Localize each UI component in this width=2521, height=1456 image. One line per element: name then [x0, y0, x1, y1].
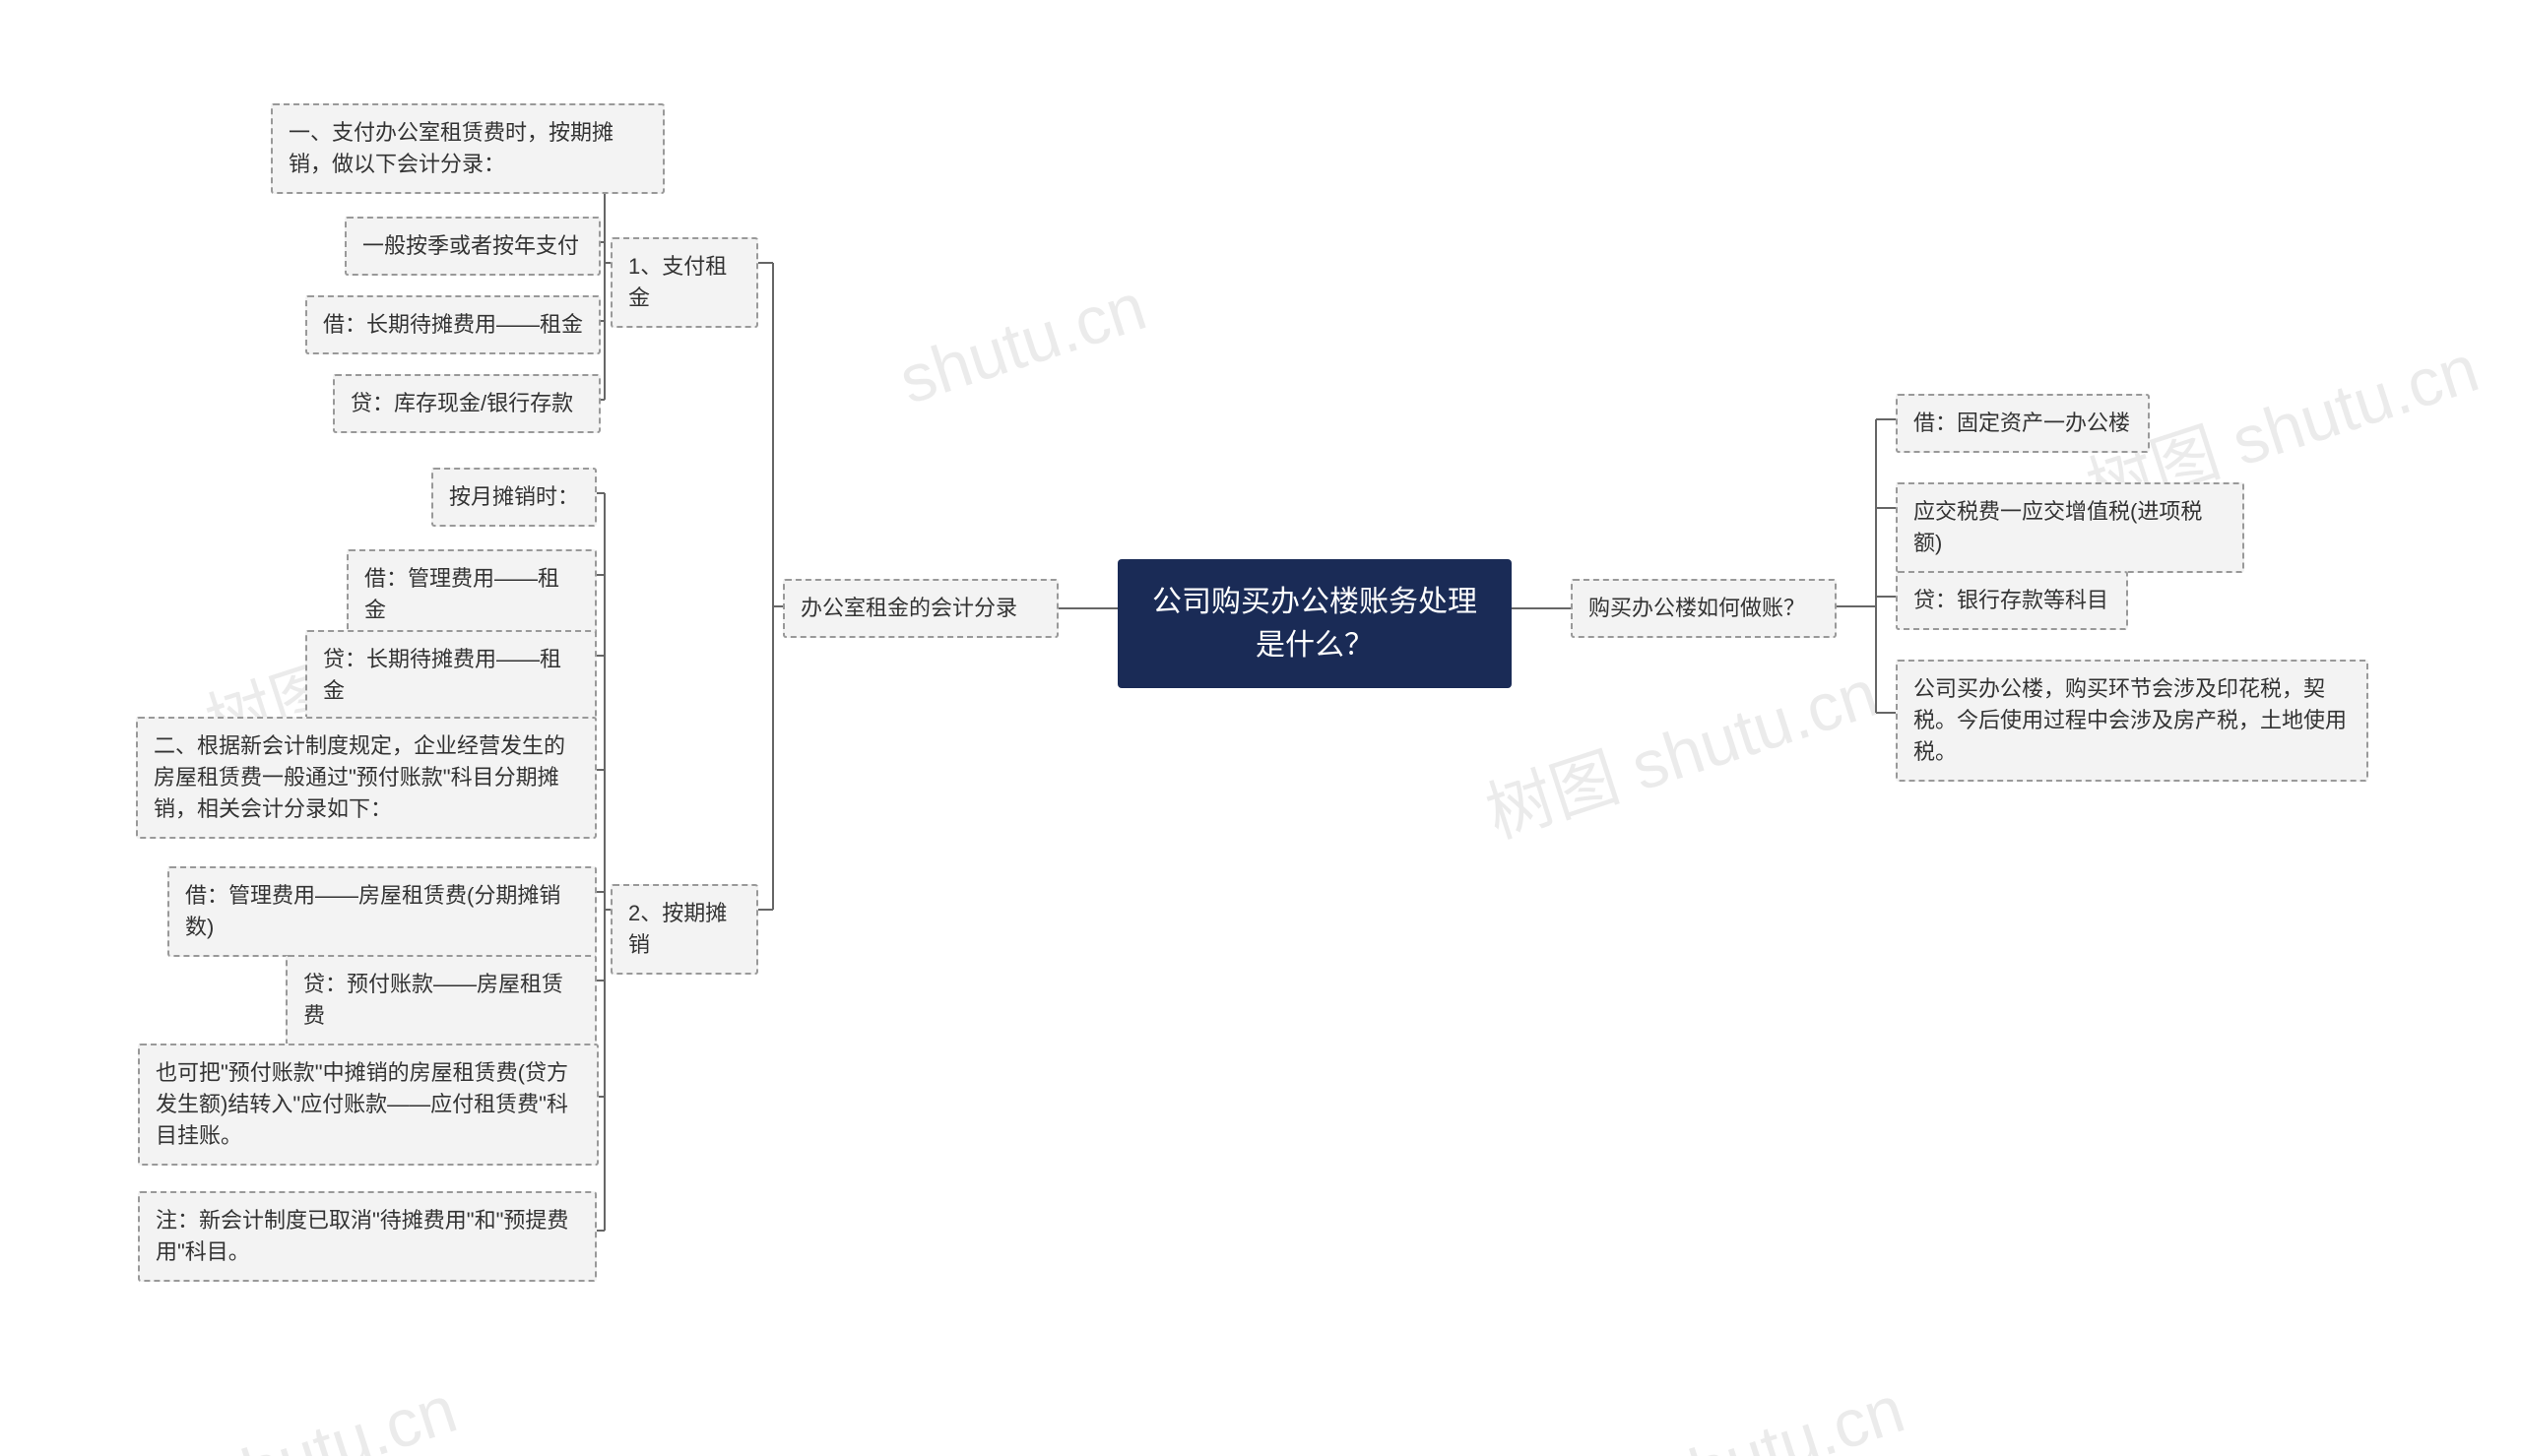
node-text: 1、支付租金	[628, 254, 727, 310]
watermark: shutu.cn	[201, 1370, 466, 1456]
node-text: 贷：库存现金/银行存款	[351, 391, 573, 415]
root-node[interactable]: 公司购买办公楼账务处理是什么？	[1118, 559, 1512, 688]
node-text: 2、按期摊销	[628, 901, 727, 957]
node-text: 借：固定资产一办公楼	[1913, 411, 2130, 435]
node-text: 注：新会计制度已取消"待摊费用"和"预提费用"科目。	[156, 1208, 568, 1264]
node-text: 也可把"预付账款"中摊销的房屋租赁费(贷方发生额)结转入"应付账款——应付租赁费…	[156, 1060, 568, 1148]
leaf-node[interactable]: 贷：库存现金/银行存款	[333, 374, 601, 433]
leaf-node[interactable]: 二、根据新会计制度规定，企业经营发生的房屋租赁费一般通过"预付账款"科目分期摊销…	[136, 717, 597, 839]
leaf-node[interactable]: 借：固定资产一办公楼	[1896, 394, 2150, 453]
leaf-node[interactable]: 一般按季或者按年支付	[345, 217, 601, 276]
node-text: 借：管理费用——房屋租赁费(分期摊销数)	[185, 883, 560, 939]
watermark: 树图 shutu.cn	[1472, 639, 1888, 856]
leaf-node[interactable]: 按月摊销时：	[431, 468, 597, 527]
node-text: 按月摊销时：	[449, 484, 579, 509]
node-text: 公司买办公楼，购买环节会涉及印花税，契税。今后使用过程中会涉及房产税，土地使用税…	[1913, 676, 2347, 764]
node-text: 应交税费一应交增值税(进项税额)	[1913, 499, 2202, 555]
left-branch[interactable]: 办公室租金的会计分录	[783, 579, 1059, 638]
node-text: 借：管理费用——租金	[364, 566, 559, 622]
mindmap-canvas: shutu.cn 树图 shutu.cn 树图 shutu.cn 树图 shut…	[0, 0, 2521, 1456]
node-text: 购买办公楼如何做账？	[1588, 596, 1805, 620]
leaf-node[interactable]: 借：长期待摊费用——租金	[305, 295, 601, 354]
node-text: 借：长期待摊费用——租金	[323, 312, 583, 337]
node-text: 一般按季或者按年支付	[362, 233, 579, 258]
leaf-node[interactable]: 公司买办公楼，购买环节会涉及印花税，契税。今后使用过程中会涉及房产税，土地使用税…	[1896, 660, 2368, 782]
leaf-node[interactable]: 注：新会计制度已取消"待摊费用"和"预提费用"科目。	[138, 1191, 597, 1282]
node-text: 一、支付办公室租赁费时，按期摊销，做以下会计分录：	[289, 120, 614, 176]
node-text: 贷：长期待摊费用——租金	[323, 647, 561, 703]
watermark: shutu.cn	[1648, 1370, 1913, 1456]
leaf-node[interactable]: 贷：长期待摊费用——租金	[305, 630, 597, 721]
leaf-node[interactable]: 贷：预付账款——房屋租赁费	[286, 955, 597, 1045]
right-branch[interactable]: 购买办公楼如何做账？	[1571, 579, 1837, 638]
node-text: 二、根据新会计制度规定，企业经营发生的房屋租赁费一般通过"预付账款"科目分期摊销…	[154, 733, 565, 821]
left-sub1[interactable]: 1、支付租金	[611, 237, 758, 328]
root-text: 公司购买办公楼账务处理是什么？	[1152, 586, 1477, 662]
node-text: 办公室租金的会计分录	[801, 596, 1017, 620]
node-text: 贷：银行存款等科目	[1913, 588, 2108, 612]
leaf-node[interactable]: 应交税费一应交增值税(进项税额)	[1896, 482, 2244, 573]
watermark: shutu.cn	[890, 268, 1155, 419]
leaf-node[interactable]: 借：管理费用——房屋租赁费(分期摊销数)	[167, 866, 597, 957]
leaf-node[interactable]: 也可把"预付账款"中摊销的房屋租赁费(贷方发生额)结转入"应付账款——应付租赁费…	[138, 1044, 599, 1166]
leaf-node[interactable]: 借：管理费用——租金	[347, 549, 597, 640]
leaf-node[interactable]: 一、支付办公室租赁费时，按期摊销，做以下会计分录：	[271, 103, 665, 194]
left-sub2[interactable]: 2、按期摊销	[611, 884, 758, 975]
leaf-node[interactable]: 贷：银行存款等科目	[1896, 571, 2128, 630]
node-text: 贷：预付账款——房屋租赁费	[303, 972, 563, 1028]
